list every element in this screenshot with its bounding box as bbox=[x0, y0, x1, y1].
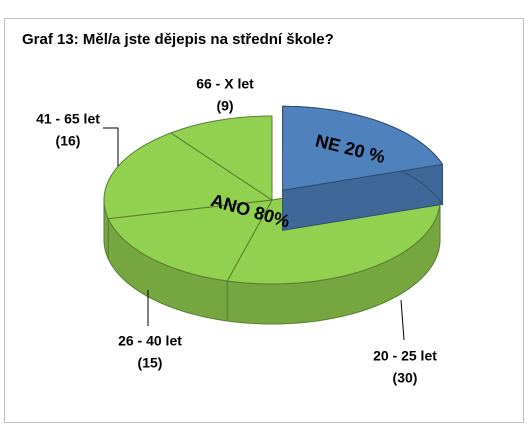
slice bbox=[107, 199, 273, 282]
category-label: 26 - 40 let bbox=[118, 333, 182, 349]
value-label: (9) bbox=[216, 98, 233, 114]
slice bbox=[169, 115, 273, 201]
slice bbox=[103, 132, 274, 220]
category-label: 41 - 65 let bbox=[36, 111, 100, 127]
category-label: 66 - X let bbox=[196, 76, 254, 92]
leader-line bbox=[400, 299, 405, 341]
category-label: 20 - 25 let bbox=[373, 348, 437, 364]
chart-title: Graf 13: Měl/a jste dějepis na střední š… bbox=[22, 31, 334, 48]
leader-line bbox=[103, 127, 119, 166]
slice bbox=[282, 105, 444, 191]
value-label: (16) bbox=[56, 133, 81, 149]
value-label: (15) bbox=[138, 355, 163, 371]
value-label: (30) bbox=[393, 370, 418, 386]
